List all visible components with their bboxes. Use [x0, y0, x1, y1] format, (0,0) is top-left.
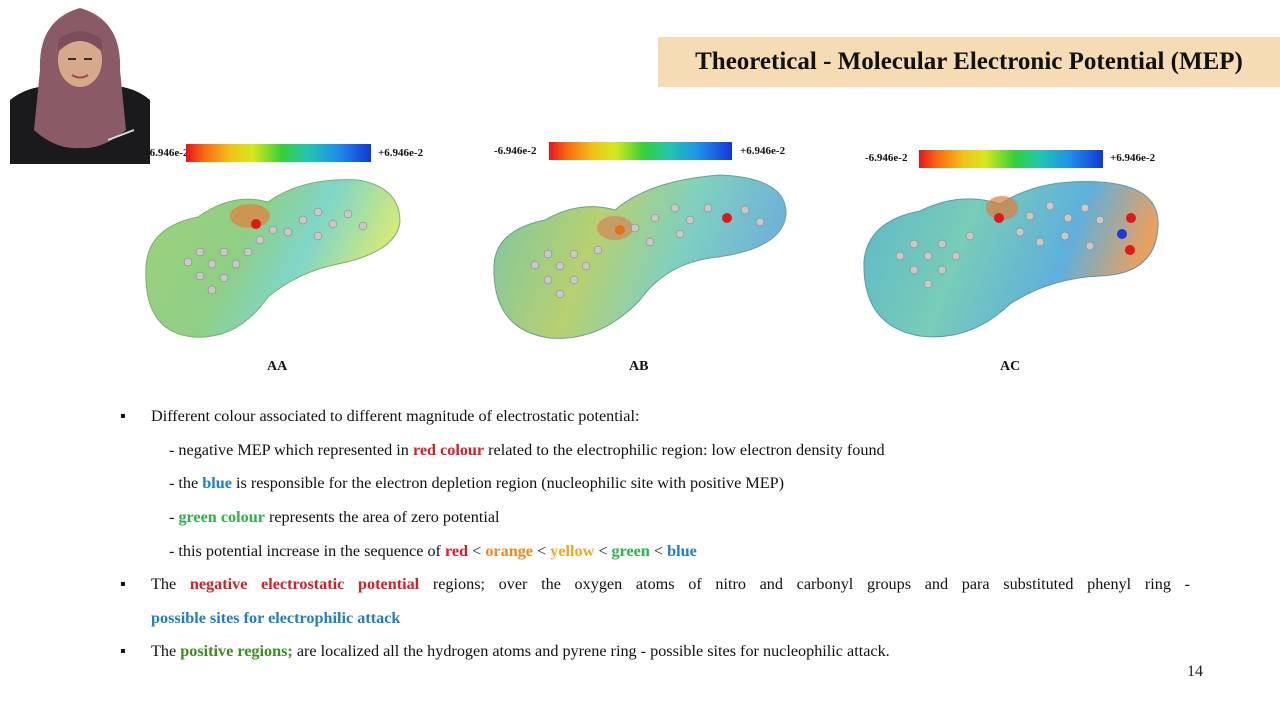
scale-max-label: +6.946e-2 — [378, 147, 424, 159]
color-scale-bar — [549, 142, 732, 160]
sub-bullet-2: - the blue is responsible for the electr… — [169, 474, 785, 492]
bullet-2: ▪ The negative electrostatic potential r… — [120, 575, 1190, 593]
scale-max-label: +6.946e-2 — [1110, 152, 1156, 164]
slide-title: Theoretical - Molecular Electronic Poten… — [658, 37, 1280, 87]
panel-label-ab: AB — [629, 359, 649, 374]
mep-surface-aa — [145, 179, 401, 338]
scale-min-label: -6.946e-2 — [865, 152, 908, 164]
color-scale-bar — [186, 144, 371, 162]
scale-min-label: -6.946e-2 — [146, 147, 189, 159]
color-scale-bar — [919, 150, 1103, 168]
presenter-video — [10, 0, 150, 164]
mep-surface-ac — [863, 181, 1159, 338]
panel-label-aa: AA — [267, 359, 288, 374]
mep-surface-ab — [493, 174, 787, 339]
scale-max-label: +6.946e-2 — [740, 145, 786, 157]
panel-label-ac: AC — [1000, 359, 1021, 374]
bullet-1: ▪ Different colour associated to differe… — [120, 407, 640, 425]
sub-bullet-4: - this potential increase in the sequenc… — [169, 542, 697, 560]
scale-min-label: -6.946e-2 — [494, 145, 537, 157]
sub-bullet-1: - negative MEP which represented in red … — [169, 441, 885, 459]
page-number: 14 — [1187, 663, 1203, 680]
bullet-2-continuation: possible sites for electrophilic attack — [151, 609, 401, 627]
sub-bullet-3: - green colour represents the area of ze… — [169, 508, 500, 526]
presenter-image — [10, 0, 150, 164]
bullet-3: ▪ The positive regions; are localized al… — [120, 642, 890, 660]
